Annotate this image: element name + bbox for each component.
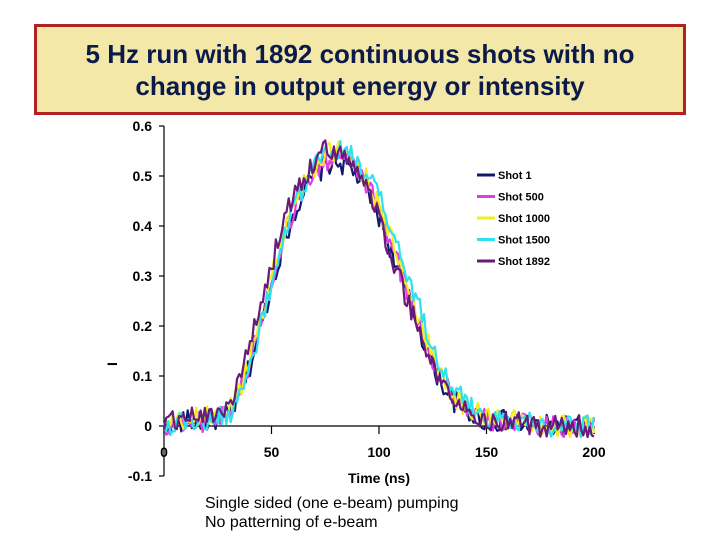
y-tick-label: 0.6	[133, 118, 153, 134]
x-tick-label: 150	[475, 444, 499, 460]
series-line	[163, 150, 596, 438]
series-line	[162, 139, 595, 439]
y-tick-label: -0.1	[128, 468, 152, 484]
legend-label: Shot 1500	[498, 235, 550, 247]
y-tick-label: 0.4	[133, 218, 153, 234]
title-line-2: change in output energy or intensity	[135, 70, 585, 101]
x-tick-label: 200	[582, 444, 606, 460]
note-line-2: No patterning of e-beam	[205, 514, 378, 531]
y-tick-label: 0	[144, 418, 152, 434]
title-box: 5 Hz run with 1892 continuous shots with…	[34, 24, 686, 115]
chart-axes: 0.6 0.5 0.4 0.3 0.2 0.1 0 -0.1 0 50 100 150 200	[128, 118, 606, 484]
legend-label: Shot 500	[498, 192, 544, 204]
series-line	[163, 139, 596, 439]
y-tick-label: 0.1	[133, 368, 153, 384]
chart-series	[162, 139, 596, 439]
y-axis-label: I	[104, 362, 120, 366]
series-line	[163, 140, 596, 439]
notes: Single sided (one e-beam) pumping No pat…	[205, 494, 458, 532]
y-tick-label: 0.5	[133, 168, 153, 184]
y-tick-label: 0.2	[133, 318, 153, 334]
x-axis-label: Time (ns)	[348, 470, 410, 486]
legend-label: Shot 1000	[498, 213, 550, 225]
legend-label: Shot 1892	[498, 256, 550, 268]
chart-legend: Shot 1 Shot 500 Shot 1000 Shot 1500 Shot 189…	[477, 170, 550, 268]
note-line-1: Single sided (one e-beam) pumping	[205, 495, 459, 512]
x-tick-label: 0	[160, 444, 168, 460]
y-tick-label: 0.3	[133, 268, 153, 284]
title-line-1: 5 Hz run with 1892 continuous shots with…	[85, 38, 635, 69]
x-tick-label: 50	[264, 444, 280, 460]
x-tick-label: 100	[367, 444, 391, 460]
legend-label: Shot 1	[498, 170, 532, 182]
